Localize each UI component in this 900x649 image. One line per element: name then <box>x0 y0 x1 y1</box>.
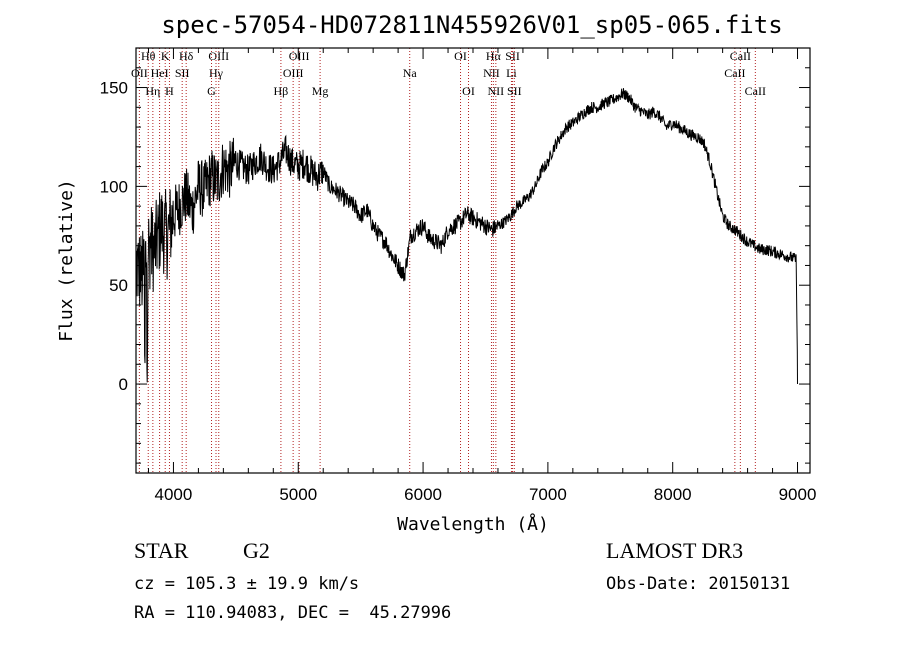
y-tick-label: 100 <box>100 177 128 196</box>
spectral-line-label: NII <box>488 84 505 98</box>
x-axis-label: Wavelength (Å) <box>397 513 549 535</box>
spectral-line-label: Hδ <box>179 49 194 63</box>
spectral-line-label: SII <box>175 66 190 80</box>
spectral-line-label: CaII <box>724 66 745 80</box>
spectral-line-label: Hα <box>486 49 502 63</box>
spectral-line-label: Mg <box>312 84 329 98</box>
x-tick-label: 6000 <box>404 485 442 504</box>
spectral-line-label: OII <box>131 66 148 80</box>
spectral-line-label: Hβ <box>274 84 289 98</box>
spectral-line-label: Na <box>403 66 418 80</box>
y-axis-label: Flux (relative) <box>56 179 77 342</box>
spectral-line-label: OIII <box>208 49 229 63</box>
spectral-line-label: OIII <box>289 49 310 63</box>
spectral-line-label: Hγ <box>209 66 224 80</box>
x-tick-label: 7000 <box>529 485 567 504</box>
x-tick-label: 9000 <box>779 485 817 504</box>
survey-label: LAMOST DR3 <box>606 538 744 563</box>
spectral-line-label: OI <box>462 84 475 98</box>
y-tick-label: 150 <box>100 79 128 98</box>
spectrum-line <box>135 88 798 385</box>
spectral-line-label: CaII <box>745 84 766 98</box>
plot-frame <box>135 47 811 474</box>
redshift-velocity: cz = 105.3 ± 19.9 km/s <box>134 574 360 594</box>
y-tick-label: 50 <box>109 276 128 295</box>
x-tick-label: 4000 <box>155 485 193 504</box>
spectral-line-label: H <box>165 84 174 98</box>
object-subclass: G2 <box>243 538 270 563</box>
spectral-line-label: HeI <box>151 66 169 80</box>
x-tick-label: 5000 <box>279 485 317 504</box>
plot-layer: spec-57054-HD072811N455926V01_sp05-065.f… <box>56 11 816 535</box>
observation-date: Obs-Date: 20150131 <box>606 574 791 594</box>
spectral-line-label: K <box>161 49 170 63</box>
x-tick-label: 8000 <box>654 485 692 504</box>
spectral-line-label: Hθ <box>141 49 156 63</box>
spectral-line-label: SII <box>507 84 522 98</box>
spectral-line-label: OIII <box>283 66 304 80</box>
sky-coordinates: RA = 110.94083, DEC = 45.27996 <box>134 603 452 623</box>
spectral-line-label: G <box>207 84 216 98</box>
spectral-line-label: Hη <box>145 84 160 98</box>
chart-title: spec-57054-HD072811N455926V01_sp05-065.f… <box>161 11 782 39</box>
object-class: STAR <box>134 538 189 563</box>
spectral-line-label: NII <box>483 66 500 80</box>
spectral-line-label: CaII <box>730 49 751 63</box>
y-tick-label: 0 <box>119 375 128 394</box>
spectral-line-label: OI <box>454 49 467 63</box>
spectral-line-label: SII <box>505 49 520 63</box>
spectral-line-label: Li <box>506 66 517 80</box>
